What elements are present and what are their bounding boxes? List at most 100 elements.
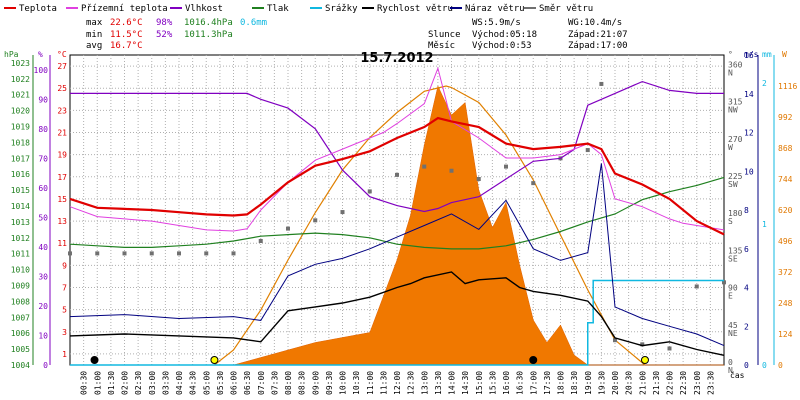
tick-degc: 7 [62,284,67,293]
series-wind-direction-point [340,210,345,215]
axis-w-label: W [782,50,787,59]
series-wind-direction-point [68,251,72,256]
legend-label: Tlak [267,4,289,14]
legend-label: Náraz větru [465,4,525,14]
marker-moonrise [90,356,99,364]
tick-time: 03:00 [148,371,157,395]
series-humidity-line [70,80,724,213]
tick-hpa: 1019 [11,123,30,132]
tick-pct: 80 [38,125,48,134]
tick-deg: 315 [728,98,743,107]
series-wind-direction-point [422,164,427,169]
tick-degc: 13 [57,217,67,226]
series-wind-gust-line [69,163,725,347]
legend: Teplota Přízemní teplota Vlhkost Tlak Srážky… [4,4,593,14]
tick-time: 09:30 [325,371,334,395]
series-wind-direction-point [395,172,399,177]
tick-degc: 17 [57,173,67,182]
tick-time: 22:00 [666,371,675,395]
tick-time: 16:30 [516,371,525,395]
tick-time: 20:00 [611,371,620,395]
tick-hpa: 1020 [11,107,30,116]
tick-w: 248 [778,299,793,308]
tick-w: 868 [778,144,793,153]
moon-set: Západ:17:00 [568,41,628,51]
tick-time: 22:30 [679,371,688,395]
tick-hpa: 1012 [11,234,30,243]
tick-deg: 135 [728,246,743,255]
tick-time: 05:30 [216,371,225,395]
axis-hpa-label: hPa [4,50,19,59]
series-wind-direction-point [367,189,372,194]
tick-time: 06:00 [230,371,239,395]
series-temperature-line [69,116,725,236]
tick-time: 16:00 [502,371,511,395]
stat-min-temp: 11.5°C [110,30,143,40]
tick-time: 08:30 [298,371,307,395]
tick-time: 04:00 [175,371,184,395]
tick-deg: 0 [728,358,733,367]
series-wind-direction-point [504,164,508,169]
series-pressure-line [69,176,725,250]
tick-dir: N [728,68,733,77]
tick-ms: 8 [744,206,749,215]
tick-pct: 40 [38,243,48,252]
tick-ms: 12 [744,129,754,138]
tick-hpa: 1011 [11,250,30,259]
sun-set: Západ:21:07 [568,30,628,40]
tick-deg: 90 [728,284,738,293]
tick-time: 14:00 [448,371,457,395]
tick-w: 1116 [778,82,797,91]
axis-time-label: čas [730,370,745,380]
tick-mm: 1 [762,220,767,229]
tick-pct: 60 [38,184,48,193]
tick-time: 13:00 [420,371,429,395]
axis-pct-label: % [38,50,43,59]
tick-time: 20:30 [625,371,634,395]
tick-deg: 225 [728,172,743,181]
tick-w: 744 [778,175,793,184]
legend-label: Teplota [19,4,57,14]
tick-time: 17:30 [543,371,552,395]
tick-pct: 100 [34,66,49,75]
marker-sunrise [210,356,219,364]
tick-ms: 4 [744,284,749,293]
tick-time: 18:00 [557,371,566,395]
stat-min-label: min [86,30,102,40]
stat-avg-temp: 16.7°C [110,41,143,51]
tick-time: 06:30 [243,371,252,395]
legend-label: Vlhkost [185,4,223,14]
series-ground-temperature-line [69,66,725,232]
tick-time: 08:00 [284,371,293,395]
series-wind-direction-point [313,218,318,223]
chart-title: 15.7.2012 [360,51,433,66]
tick-degc: 9 [62,261,67,270]
legend-label: Přízemní teplota [81,4,168,14]
tick-time: 19:30 [597,371,606,395]
tick-degc: 19 [57,151,67,160]
stat-max-press: 1016.4hPa [184,18,233,28]
tick-deg: 45 [728,321,738,330]
tick-pct: 70 [38,154,48,163]
tick-hpa: 1009 [11,282,30,291]
tick-hpa: 1010 [11,266,30,275]
tick-w: 124 [778,330,793,339]
tick-time: 00:30 [80,371,89,395]
tick-time: 19:00 [584,371,593,395]
tick-hpa: 1016 [11,170,30,179]
series-rain-line [70,279,724,366]
tick-hpa: 1006 [11,329,30,338]
series-wind-direction-point [286,226,290,231]
series-wind-direction-point [149,251,154,256]
tick-hpa: 1007 [11,313,30,322]
series-wind-direction-point [613,338,617,343]
tick-time: 04:30 [189,371,198,395]
tick-dir: NE [728,329,738,338]
tick-hpa: 1004 [11,361,30,370]
tick-hpa: 1017 [11,154,30,163]
series-wind-direction-point [449,168,454,173]
tick-time: 10:00 [339,371,348,395]
tick-dir: SW [728,180,738,189]
